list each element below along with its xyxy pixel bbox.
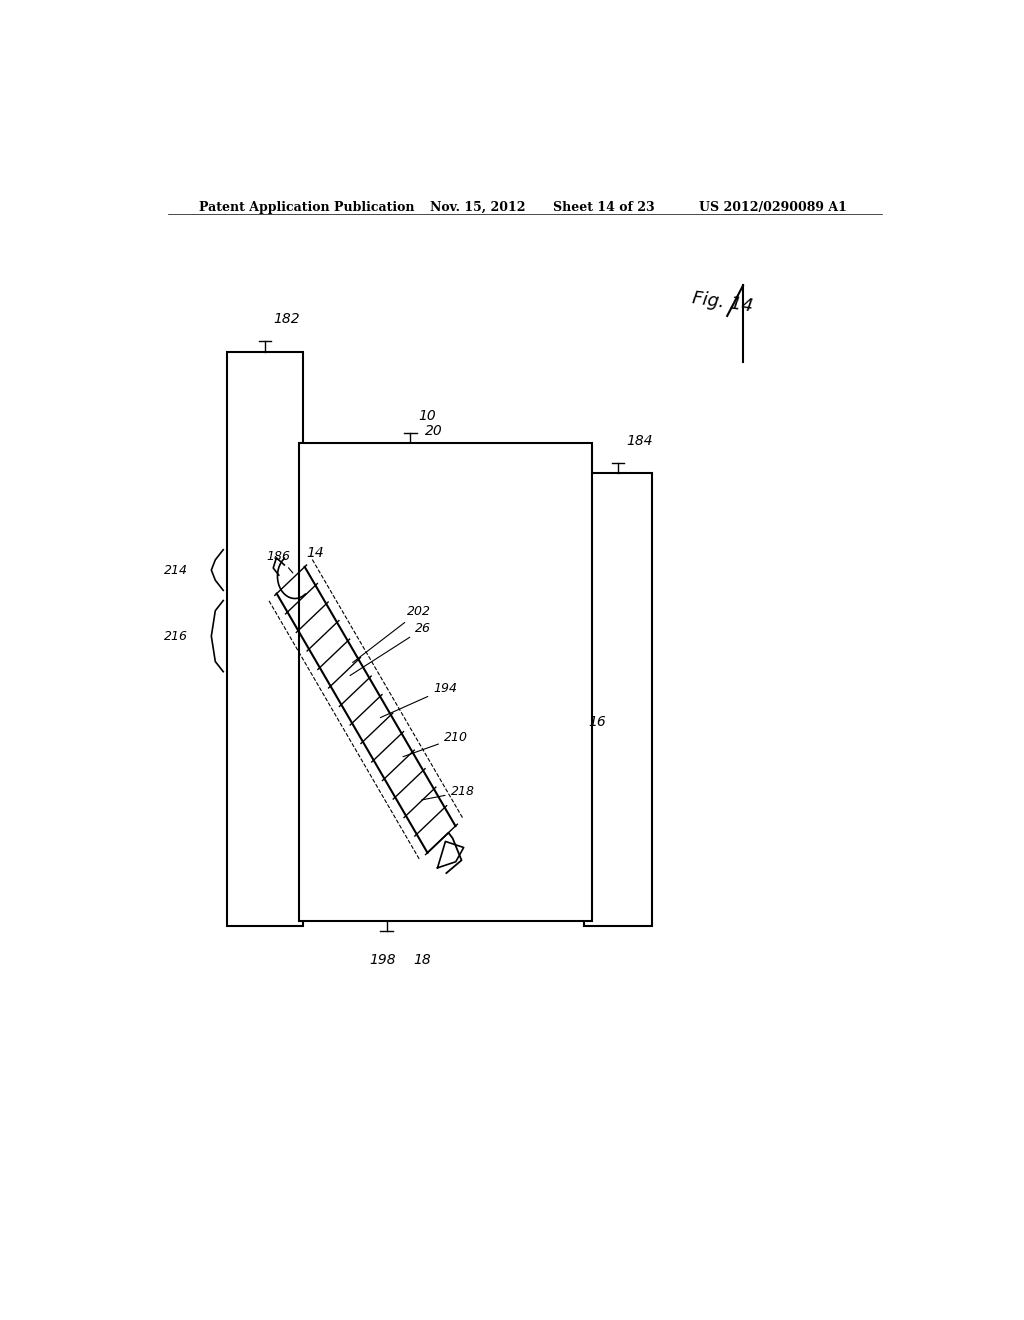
Text: 182: 182	[272, 312, 299, 326]
Text: 14: 14	[306, 545, 325, 560]
Text: 184: 184	[626, 434, 652, 447]
Bar	[585, 474, 651, 925]
Text: 198: 198	[370, 953, 396, 968]
Text: 10: 10	[418, 409, 436, 422]
Text: 20: 20	[425, 424, 442, 438]
Text: 26: 26	[350, 622, 431, 676]
Text: 202: 202	[352, 605, 431, 663]
Bar	[299, 444, 592, 921]
Text: Patent Application Publication: Patent Application Publication	[200, 201, 415, 214]
Text: 216: 216	[164, 630, 187, 643]
Bar	[227, 351, 303, 925]
Text: 210: 210	[403, 731, 468, 756]
Text: 214: 214	[164, 564, 187, 577]
Text: Nov. 15, 2012: Nov. 15, 2012	[430, 201, 525, 214]
Text: 186: 186	[267, 550, 293, 573]
Text: 218: 218	[422, 785, 474, 800]
Text: 16: 16	[588, 715, 606, 729]
Text: Fig. 14: Fig. 14	[691, 289, 755, 315]
Text: 18: 18	[414, 953, 431, 968]
Text: 194: 194	[380, 682, 457, 718]
Text: Sheet 14 of 23: Sheet 14 of 23	[553, 201, 654, 214]
Text: US 2012/0290089 A1: US 2012/0290089 A1	[699, 201, 847, 214]
